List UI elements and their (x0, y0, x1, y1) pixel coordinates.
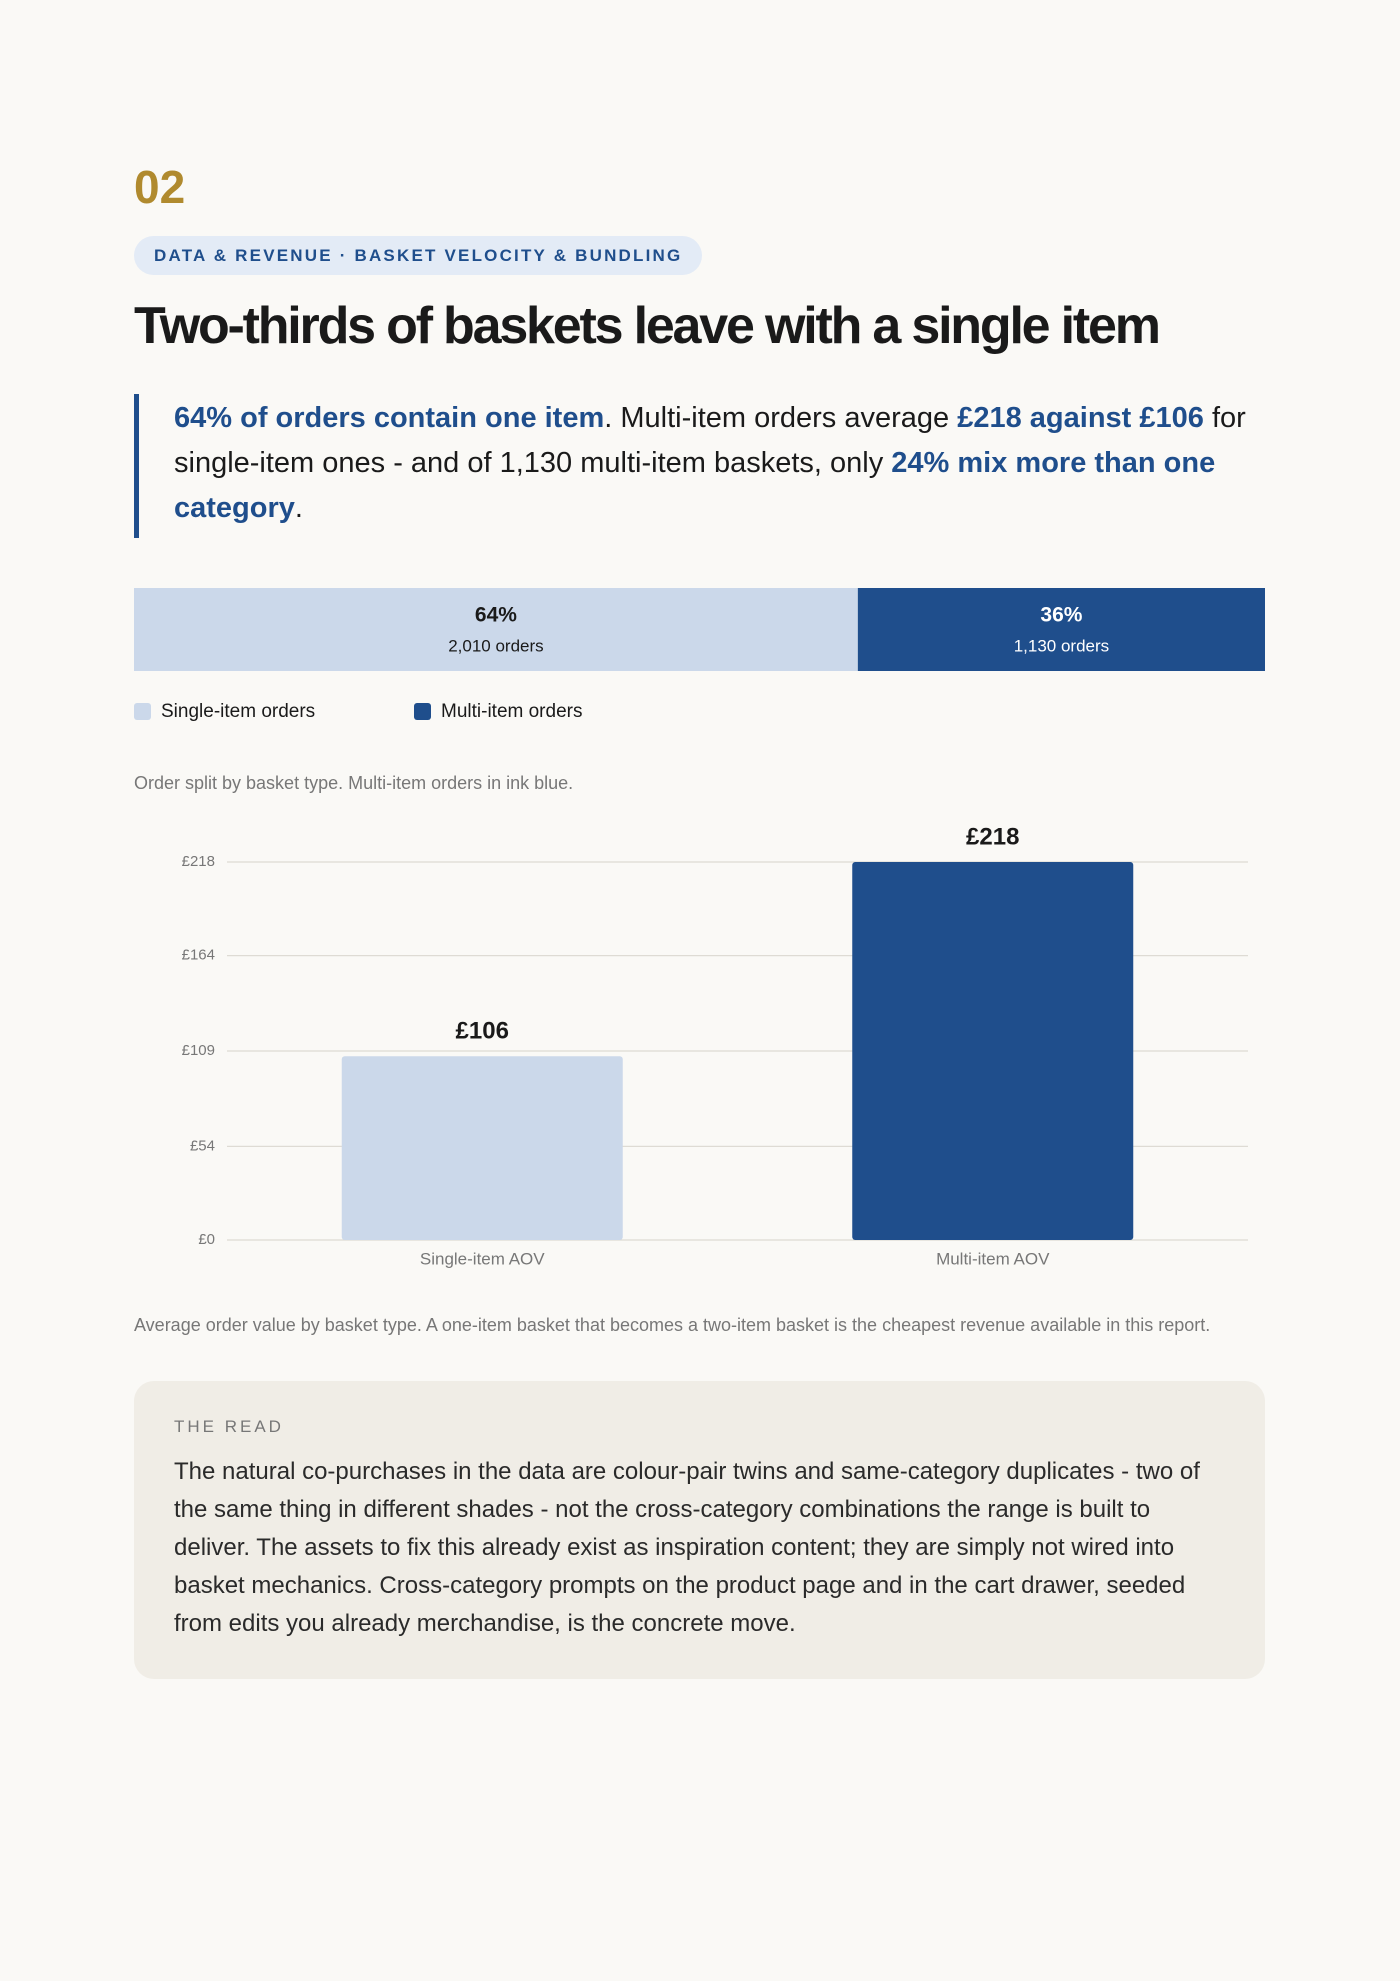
segment-value-label: 64% (475, 604, 517, 627)
charts: 64% 2,010 orders Single-item orders 36% 1,13… (134, 588, 1265, 1335)
y-tick-label: £109 (182, 1042, 215, 1059)
lead-text: . (294, 492, 303, 524)
split-segment (134, 588, 858, 671)
split-segment (857, 588, 1265, 671)
lead-text: for single-item ones - and of 1,130 mult… (174, 402, 1246, 479)
kicker: DATA & REVENUE · BASKET VELOCITY & BUNDL… (134, 236, 703, 275)
y-tick-label: £218 (182, 853, 215, 870)
legend-swatch (414, 703, 431, 720)
segment-sublabel: 2,010 orders (448, 636, 543, 655)
read-label: THE READ (174, 1417, 284, 1436)
x-tick-label: Multi-item AOV (936, 1249, 1050, 1268)
title: Two-thirds of baskets leave with a singl… (134, 297, 1161, 355)
y-tick-label: £54 (190, 1137, 215, 1154)
segment-sublabel: 1,130 orders (1014, 636, 1109, 655)
legend-label: Single-item orders (161, 701, 315, 722)
chart-caption: Average order value by basket type. A on… (134, 1315, 1210, 1335)
y-tick-label: £164 (182, 947, 215, 964)
chart-caption: Order split by basket type. Multi-item o… (134, 773, 573, 793)
segment-value-label: 36% (1040, 604, 1082, 627)
section-number: 02 (134, 161, 186, 213)
lead-text: . Multi-item orders average (604, 402, 958, 434)
read-text: The natural co-purchases in the data are… (174, 1458, 1200, 1637)
y-tick-label: £0 (198, 1231, 215, 1248)
bar (852, 862, 1134, 1240)
lead-emphasis: 64% of orders contain one item (174, 402, 605, 434)
read-panel: THE READ The natural co-purchases in the… (134, 1381, 1265, 1679)
lead-emphasis: 24% mix more than one category (174, 447, 1216, 524)
bar-value-label: £106 (456, 1018, 509, 1045)
legend-swatch (134, 703, 151, 720)
x-tick-label: Single-item AOV (420, 1249, 545, 1268)
bar-value-label: £218 (966, 823, 1019, 850)
lead: 64% of orders contain one item. Multi-it… (134, 394, 1265, 538)
lead-emphasis: £218 against £106 (957, 402, 1204, 434)
legend-label: Multi-item orders (441, 701, 582, 722)
bar (341, 1056, 623, 1240)
